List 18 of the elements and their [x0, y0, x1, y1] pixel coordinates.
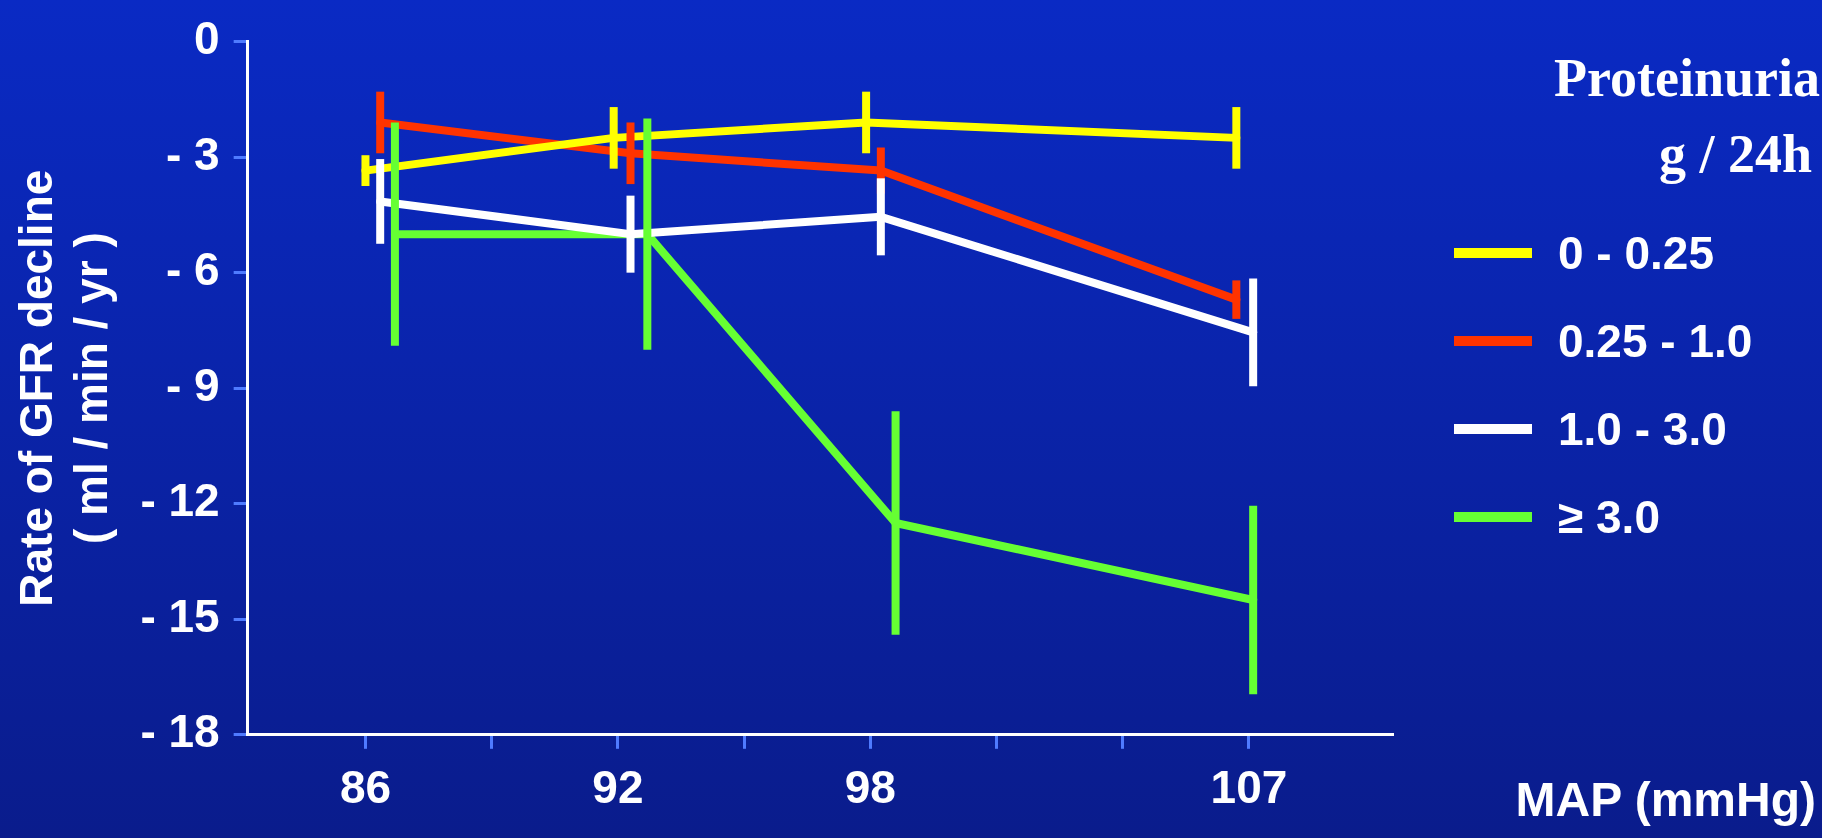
y-tick-label: - 3 — [165, 127, 220, 180]
y-tick-label: - 15 — [140, 589, 220, 642]
x-tick-label: 92 — [592, 761, 644, 814]
y-tick-label: - 18 — [140, 705, 220, 758]
y-axis-title: Rate of GFR decline ( ml / min / yr ) — [10, 169, 118, 607]
x-axis-title: MAP (mmHg) — [1515, 772, 1816, 827]
y-tick-label: - 6 — [165, 243, 220, 296]
y-tick-label: 0 — [194, 12, 220, 65]
legend-title: Proteinuria g / 24h — [1553, 47, 1820, 186]
x-tick-label: 107 — [1210, 761, 1288, 814]
legend-label: 1.0 - 3.0 — [1558, 402, 1727, 456]
x-tick-label: 98 — [844, 761, 896, 814]
legend-label: ≥ 3.0 — [1558, 490, 1660, 544]
legend-label: 0.25 - 1.0 — [1558, 314, 1753, 368]
y-tick-label: - 9 — [165, 358, 220, 411]
x-tick-label: 86 — [339, 761, 392, 814]
legend-label: 0 - 0.25 — [1558, 226, 1714, 280]
y-tick-label: - 12 — [140, 474, 220, 527]
